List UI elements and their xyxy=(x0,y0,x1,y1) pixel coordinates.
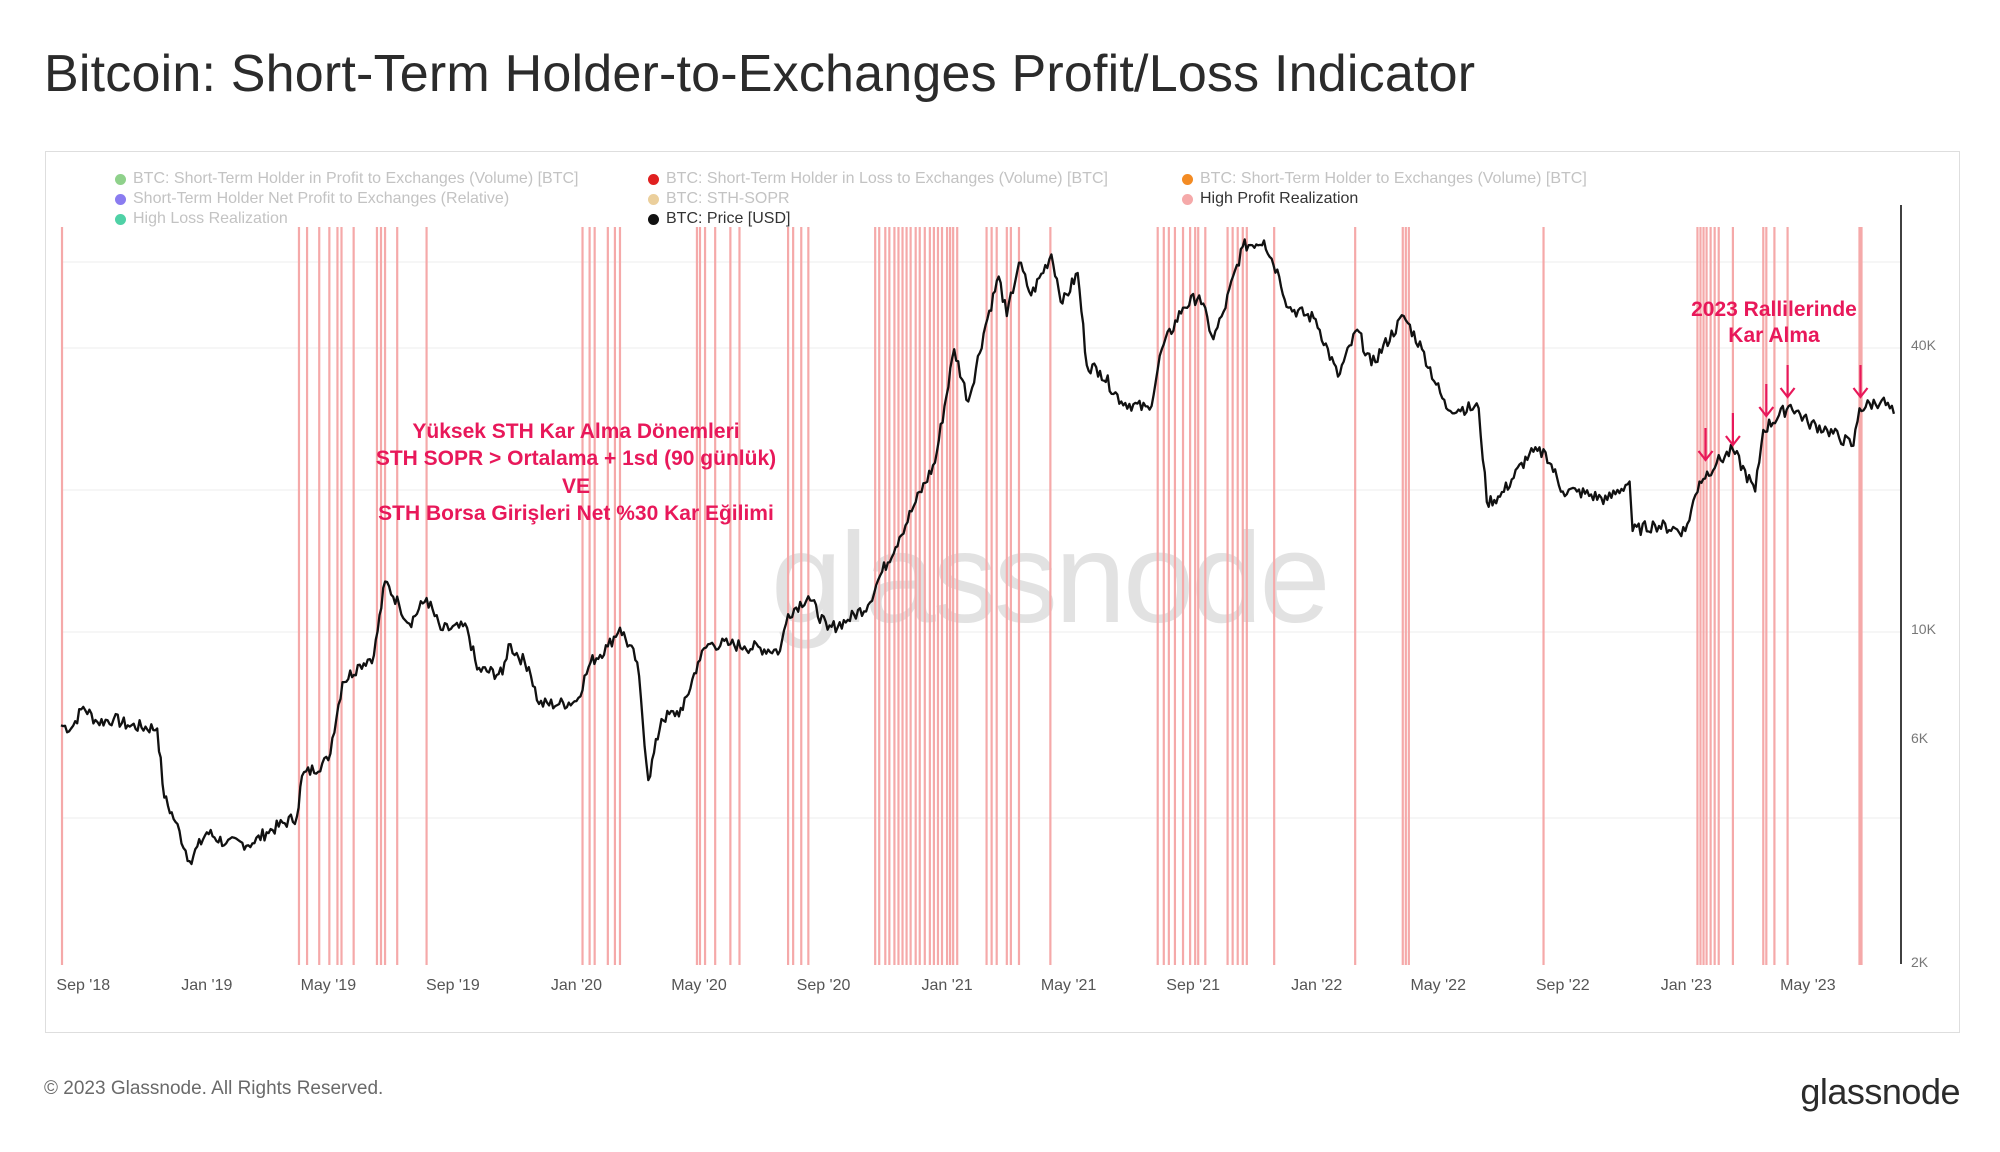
legend-dot-icon xyxy=(1182,173,1193,185)
legend-label: High Loss Realization xyxy=(133,210,288,227)
legend-dot-icon xyxy=(115,173,126,185)
annotation-left-line: VE xyxy=(562,475,590,498)
annotation-right-line: Kar Alma xyxy=(1728,324,1820,347)
legend-item[interactable]: BTC: Short-Term Holder in Profit to Exch… xyxy=(115,170,578,188)
x-tick-label: Jan '19 xyxy=(181,977,232,994)
legend-item[interactable]: Short-Term Holder Net Profit to Exchange… xyxy=(115,190,509,208)
legend-label: Short-Term Holder Net Profit to Exchange… xyxy=(133,190,510,207)
legend-label: BTC: Short-Term Holder in Loss to Exchan… xyxy=(666,170,1108,187)
down-arrow-icon xyxy=(1725,413,1741,447)
legend-label: BTC: Price [USD] xyxy=(666,210,791,227)
y-tick-label: 40K xyxy=(1911,337,1937,353)
down-arrow-icon xyxy=(1852,365,1869,399)
arrow-head xyxy=(1852,387,1869,399)
legend-item[interactable]: High Loss Realization xyxy=(115,210,288,228)
annotation-left-line: Yüksek STH Kar Alma Dönemleri xyxy=(412,420,739,443)
legend-label: BTC: STH-SOPR xyxy=(666,190,790,207)
x-tick-label: Sep '18 xyxy=(56,977,110,994)
legend-dot-icon xyxy=(648,173,659,185)
x-tick-label: Jan '21 xyxy=(922,977,973,994)
legend-item[interactable]: High Profit Realization xyxy=(1182,190,1358,208)
y-tick-label: 6K xyxy=(1911,730,1929,746)
x-tick-label: Sep '22 xyxy=(1536,977,1590,994)
y-tick-label: 2K xyxy=(1911,954,1929,970)
x-tick-label: Sep '20 xyxy=(797,977,851,994)
x-tick-label: Jan '22 xyxy=(1291,977,1342,994)
legend-label: BTC: Short-Term Holder to Exchanges (Vol… xyxy=(1200,170,1587,187)
price-line xyxy=(60,238,1896,866)
legend-item[interactable]: BTC: Short-Term Holder to Exchanges (Vol… xyxy=(1182,170,1587,188)
glassnode-logo[interactable]: glassnode xyxy=(1800,1071,1960,1112)
legend-label: High Profit Realization xyxy=(1200,190,1359,207)
legend-item[interactable]: BTC: Price [USD] xyxy=(648,210,790,228)
legend-item[interactable]: BTC: STH-SOPR xyxy=(648,190,790,208)
x-tick-label: May '22 xyxy=(1410,977,1466,994)
legend-dot-icon xyxy=(648,213,659,225)
page-title: Bitcoin: Short-Term Holder-to-Exchanges … xyxy=(44,45,1476,103)
legend-dot-icon xyxy=(115,213,126,225)
x-tick-label: Sep '19 xyxy=(426,977,480,994)
down-arrow-icon xyxy=(1697,428,1714,462)
annotation-left-line: STH SOPR > Ortalama + 1sd (90 günlük) xyxy=(376,447,776,470)
x-tick-label: May '21 xyxy=(1041,977,1097,994)
x-tick-label: Jan '23 xyxy=(1661,977,1712,994)
arrow-head xyxy=(1725,435,1741,447)
x-tick-label: May '23 xyxy=(1780,977,1836,994)
x-tick-label: Sep '21 xyxy=(1166,977,1220,994)
legend-dot-icon xyxy=(648,193,659,205)
x-tick-label: May '19 xyxy=(301,977,357,994)
down-arrow-icon xyxy=(1758,384,1775,418)
legend-dot-icon xyxy=(1182,193,1193,205)
arrow-head xyxy=(1779,387,1796,399)
annotation-left-line: STH Borsa Girişleri Net %30 Kar Eğilimi xyxy=(378,502,774,525)
legend-dot-icon xyxy=(115,193,126,205)
x-tick-label: Jan '20 xyxy=(551,977,602,994)
arrow-head xyxy=(1697,450,1714,462)
down-arrow-icon xyxy=(1779,365,1796,399)
legend-item[interactable]: BTC: Short-Term Holder in Loss to Exchan… xyxy=(648,170,1108,188)
legend-label: BTC: Short-Term Holder in Profit to Exch… xyxy=(133,170,579,187)
arrow-head xyxy=(1758,406,1775,418)
chart-panel: BTC: Short-Term Holder in Profit to Exch… xyxy=(45,151,1960,1033)
annotation-right-line: 2023 Rallilerinde xyxy=(1691,298,1857,321)
footer-copyright: © 2023 Glassnode. All Rights Reserved. xyxy=(44,1078,384,1099)
y-tick-label: 10K xyxy=(1911,621,1937,637)
x-tick-label: May '20 xyxy=(671,977,727,994)
